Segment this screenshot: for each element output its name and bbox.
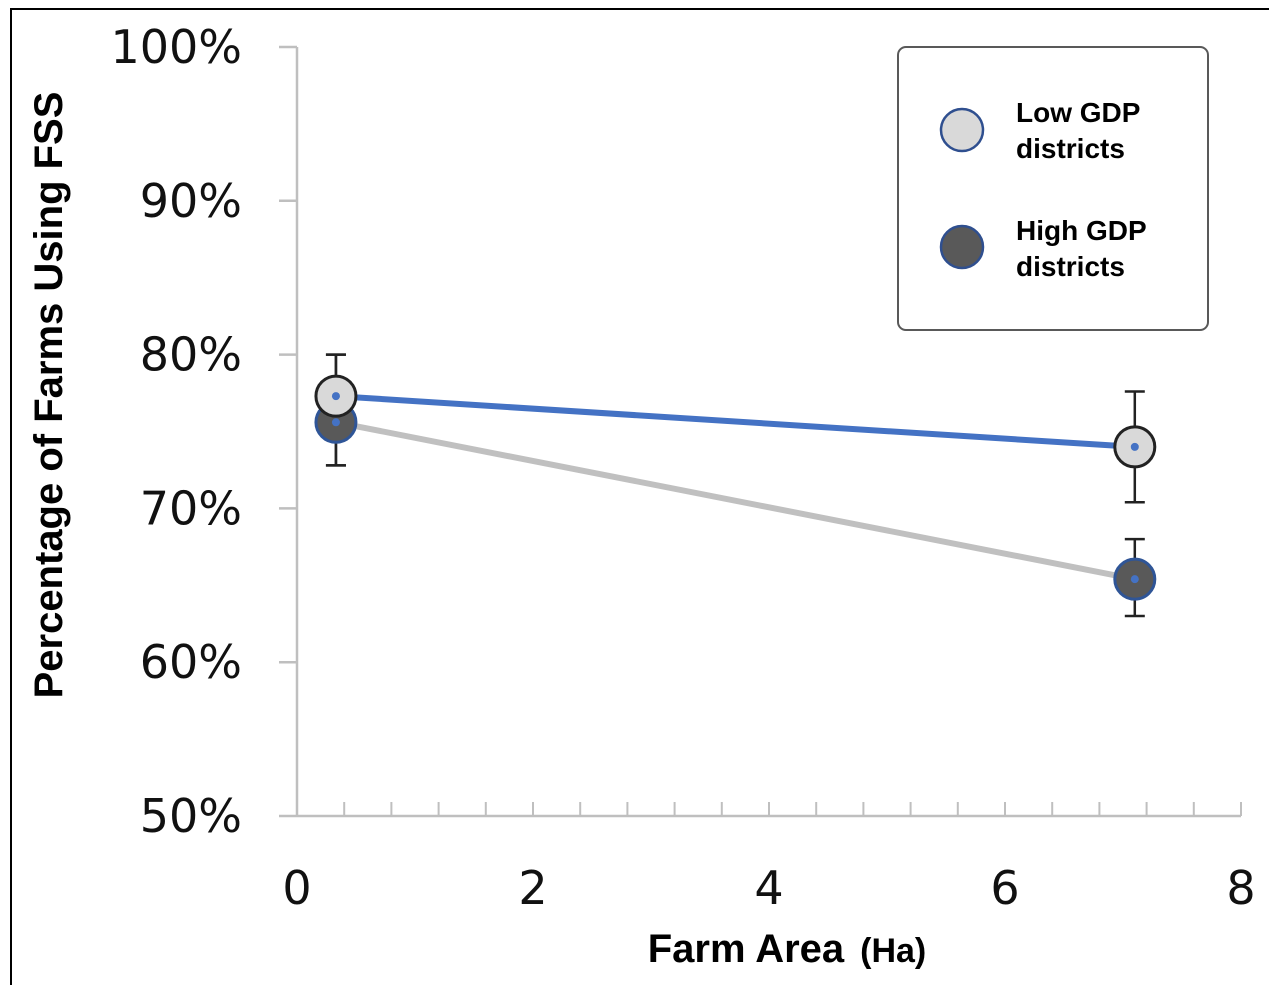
x-tick-label: 0: [282, 861, 311, 915]
legend-label-low-gdp: Low GDP districts: [1016, 97, 1148, 164]
y-tick-label: 50%: [140, 789, 242, 843]
series-line: [335, 393, 1135, 450]
data-point-center: [331, 418, 340, 427]
y-tick-label: 100%: [110, 20, 242, 74]
y-tick-label: 90%: [140, 174, 242, 228]
y-tick-label: 60%: [140, 635, 242, 689]
x-axis-title-main: Farm Area: [648, 927, 845, 971]
legend-marker-high-gdp: [939, 224, 985, 270]
figure-frame: [10, 8, 1269, 985]
x-tick-labels: 0 2 4 6 8: [282, 861, 1255, 915]
legend-label-high-gdp: High GDP districts: [1016, 215, 1154, 282]
y-tick-labels: 50% 60% 70% 80% 90% 100%: [110, 20, 242, 843]
x-tick-label: 4: [754, 861, 783, 915]
tick-marks: [279, 45, 1242, 818]
legend-marker-low-gdp: [939, 107, 985, 153]
x-tick-label: 6: [990, 861, 1019, 915]
legend-label-high-gdp-line1: High GDP: [1016, 215, 1146, 246]
data-point-center: [331, 392, 340, 401]
data-points: [314, 374, 1157, 601]
legend-box: [897, 46, 1209, 331]
x-tick-label: 8: [1226, 861, 1255, 915]
series-line: [335, 419, 1136, 583]
series-lines: [335, 393, 1136, 583]
y-tick-label: 80%: [140, 328, 242, 382]
legend-label-high-gdp-line2: districts: [1016, 251, 1125, 282]
x-axis-title: Farm Area (Ha): [648, 927, 927, 971]
y-axis-title: Percentage of Farms Using FSS: [27, 92, 71, 699]
legend-label-low-gdp-line1: Low GDP: [1016, 97, 1140, 128]
data-point-center: [1130, 575, 1139, 584]
legend: Low GDP districts High GDP districts: [897, 46, 1209, 331]
error-bars: [325, 353, 1145, 618]
x-tick-label: 2: [518, 861, 547, 915]
y-tick-label: 70%: [140, 481, 242, 535]
x-axis-title-unit: (Ha): [860, 932, 926, 970]
data-point-center: [1130, 442, 1139, 451]
legend-label-low-gdp-line2: districts: [1016, 133, 1125, 164]
